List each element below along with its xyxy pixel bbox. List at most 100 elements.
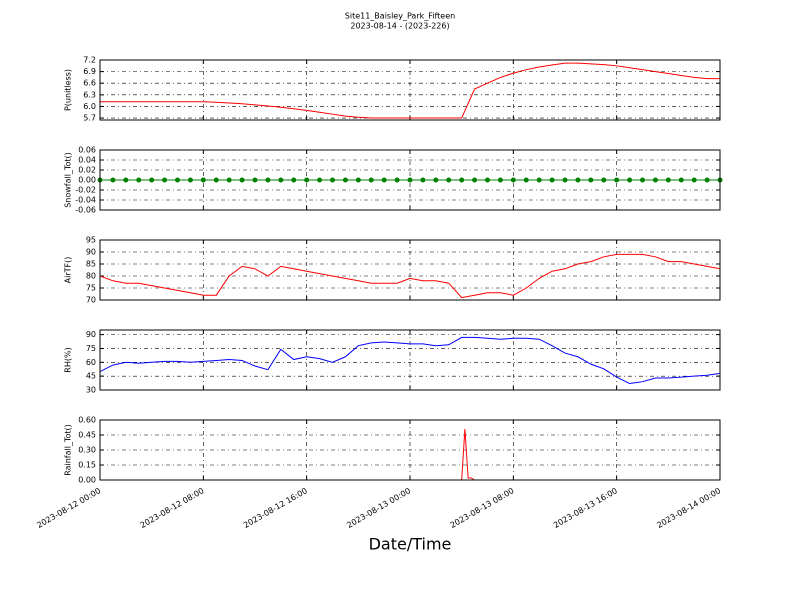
data-line — [99, 253, 721, 299]
data-point — [652, 177, 658, 183]
chart-subtitle: 2023-08-14 - (2023-226) — [350, 22, 449, 31]
y-tick-label: 0.00 — [78, 176, 96, 185]
x-axis-label: Date/Time — [369, 535, 452, 554]
data-line — [100, 62, 720, 119]
y-tick-label: 0.60 — [78, 416, 96, 425]
data-point — [575, 177, 581, 183]
data-point — [110, 177, 116, 183]
data-point — [627, 177, 633, 183]
data-point — [136, 177, 142, 183]
x-tick-label: 2023-08-14 00:00 — [655, 486, 722, 530]
y-tick-label: 80 — [86, 272, 96, 281]
y-tick-label: -0.06 — [75, 206, 96, 215]
x-tick-label: 2023-08-13 00:00 — [345, 486, 412, 530]
y-tick-label: 30 — [86, 386, 96, 395]
y-axis-label: Rainfall_Tot() — [64, 424, 73, 476]
data-point — [459, 177, 465, 183]
data-point — [123, 177, 129, 183]
data-point — [523, 177, 529, 183]
y-tick-label: 6.9 — [83, 67, 96, 76]
y-tick-label: 70 — [86, 296, 96, 305]
y-tick-label: 45 — [86, 372, 96, 381]
data-point — [226, 177, 232, 183]
data-point — [549, 177, 555, 183]
y-tick-label: 85 — [86, 260, 96, 269]
data-point — [265, 177, 271, 183]
y-tick-label: 90 — [86, 248, 96, 257]
y-tick-label: 60 — [86, 358, 96, 367]
data-point — [317, 177, 323, 183]
x-tick-label: 2023-08-13 16:00 — [552, 486, 619, 530]
data-point — [588, 177, 594, 183]
y-tick-label: 6.0 — [83, 102, 96, 111]
y-tick-label: 75 — [86, 284, 96, 293]
y-tick-label: 90 — [86, 330, 96, 339]
y-tick-label: 0.06 — [78, 146, 96, 155]
y-tick-label: 0.04 — [78, 156, 96, 165]
data-point — [446, 177, 452, 183]
y-axis-label: P(unitless) — [64, 69, 73, 111]
x-tick-label: 2023-08-12 16:00 — [242, 486, 309, 530]
chart-title: Site11_Baisley_Park_Fifteen — [345, 12, 455, 21]
data-point — [640, 177, 645, 183]
data-point — [497, 177, 503, 183]
data-point — [536, 177, 542, 183]
data-point — [472, 177, 478, 183]
data-point — [601, 177, 607, 183]
x-tick-label: 2023-08-13 08:00 — [449, 486, 516, 530]
data-point — [510, 177, 516, 183]
data-point — [342, 177, 348, 183]
plot-frame — [99, 419, 721, 481]
y-tick-label: 6.6 — [83, 79, 96, 88]
y-tick-label: -0.02 — [75, 186, 96, 195]
y-tick-label: 0.00 — [78, 476, 96, 485]
y-tick-label: 75 — [86, 344, 96, 353]
data-point — [187, 177, 193, 183]
data-point — [213, 177, 219, 183]
data-point — [691, 177, 697, 183]
y-tick-label: -0.04 — [75, 196, 96, 205]
data-point — [381, 177, 387, 183]
data-point — [665, 177, 671, 183]
plot-frame — [99, 149, 721, 211]
data-point — [330, 177, 335, 183]
data-point — [407, 177, 413, 183]
data-point — [704, 177, 710, 183]
data-point — [304, 177, 310, 183]
y-tick-label: 0.45 — [78, 431, 96, 440]
data-point — [394, 177, 400, 183]
data-point — [149, 177, 155, 183]
data-point — [291, 177, 297, 183]
data-point — [278, 177, 284, 183]
plot-frame — [99, 239, 721, 301]
data-point — [175, 177, 180, 183]
data-point — [252, 177, 258, 183]
y-axis-label: AirTF() — [64, 257, 73, 284]
y-tick-label: 7.2 — [83, 56, 96, 65]
y-tick-label: 0.02 — [78, 166, 96, 175]
y-tick-label: 6.3 — [83, 90, 96, 99]
plot-frame — [99, 329, 721, 391]
data-point — [200, 177, 206, 183]
data-point — [485, 177, 490, 183]
y-axis-label: RH(%) — [64, 347, 73, 372]
data-line — [99, 336, 721, 385]
y-tick-label: 0.30 — [78, 446, 96, 455]
data-point — [678, 177, 684, 183]
y-axis-label: Snowfall_Tot() — [64, 152, 73, 208]
plot-frame — [99, 59, 721, 121]
x-tick-label: 2023-08-12 08:00 — [139, 486, 206, 530]
y-tick-label: 0.15 — [78, 461, 96, 470]
data-point — [368, 177, 374, 183]
data-point — [420, 177, 426, 183]
y-tick-label: 5.7 — [83, 114, 96, 123]
x-tick-label: 2023-08-12 00:00 — [35, 486, 102, 530]
data-point — [614, 177, 620, 183]
data-point — [162, 177, 168, 183]
data-point — [433, 177, 439, 183]
data-point — [562, 177, 568, 183]
y-tick-label: 95 — [86, 236, 96, 245]
data-point — [355, 177, 361, 183]
data-point — [239, 177, 245, 183]
